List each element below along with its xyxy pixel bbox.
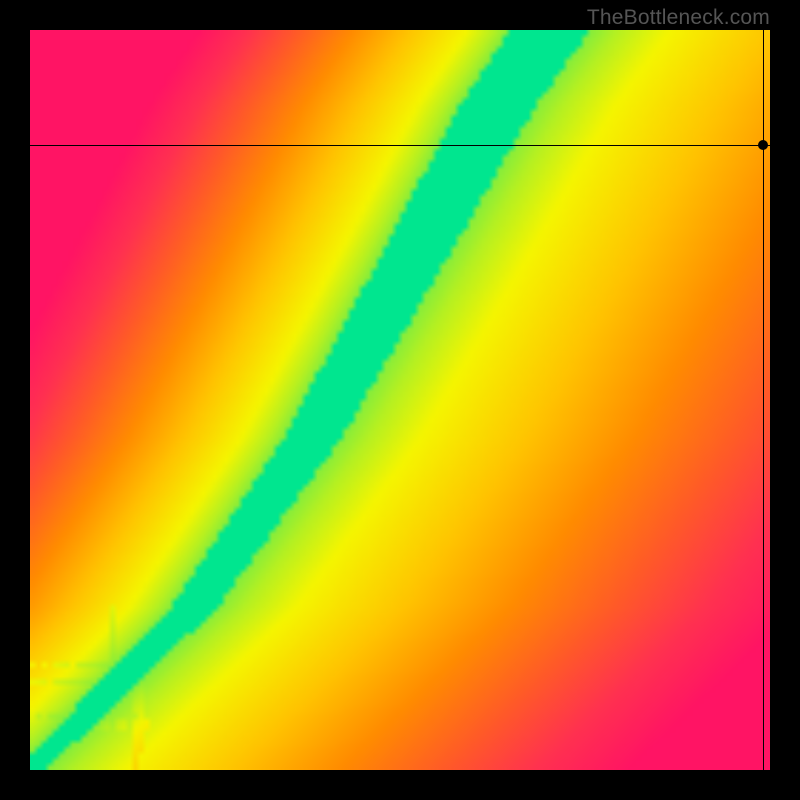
selection-marker [758, 140, 768, 150]
watermark-text: TheBottleneck.com [587, 6, 770, 30]
heatmap-canvas [30, 30, 770, 770]
crosshair-horizontal [30, 145, 770, 146]
heatmap-plot [30, 30, 770, 770]
